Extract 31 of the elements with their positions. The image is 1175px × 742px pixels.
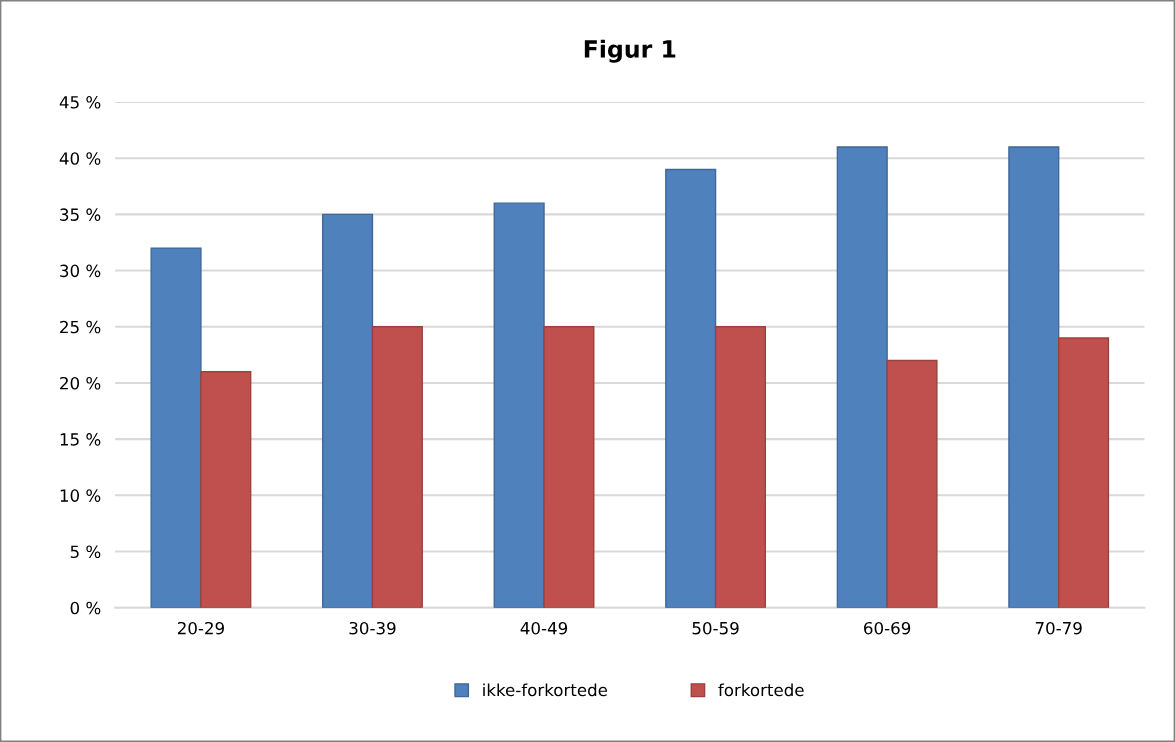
legend-label: forkortede — [718, 683, 804, 697]
x-tick-label: 60-69 — [864, 621, 911, 635]
x-tick-label: 70-79 — [1035, 621, 1082, 635]
y-tick-label: 5 % — [70, 545, 101, 559]
bar — [493, 202, 545, 608]
x-tick-label: 20-29 — [177, 621, 224, 635]
bar — [371, 326, 423, 608]
y-tick-label: 30 % — [60, 264, 101, 278]
chart-title: Figur 1 — [584, 39, 676, 63]
y-tick-label: 35 % — [60, 208, 101, 221]
legend-label: ikke-forkortede — [483, 683, 608, 697]
x-tick-label: 30-39 — [349, 621, 396, 635]
bar — [836, 146, 888, 608]
y-tick-label: 0 % — [70, 601, 101, 615]
x-tick-label: 50-59 — [692, 621, 739, 635]
bar — [150, 247, 202, 608]
x-tick-label: 40-49 — [520, 621, 568, 635]
bar — [200, 371, 252, 608]
bar — [1057, 337, 1110, 608]
bar — [886, 359, 938, 608]
bar — [714, 326, 767, 608]
bar — [665, 168, 717, 608]
bar — [1008, 146, 1060, 608]
bar — [543, 326, 595, 608]
y-tick-label: 15 % — [60, 433, 101, 446]
y-tick-label: 25 % — [60, 320, 101, 334]
y-tick-label: 20 % — [60, 376, 101, 390]
y-tick-label: 45 % — [59, 95, 101, 109]
bar — [322, 213, 374, 608]
y-tick-label: 40 % — [59, 152, 101, 165]
y-tick-label: 10 % — [60, 489, 101, 502]
